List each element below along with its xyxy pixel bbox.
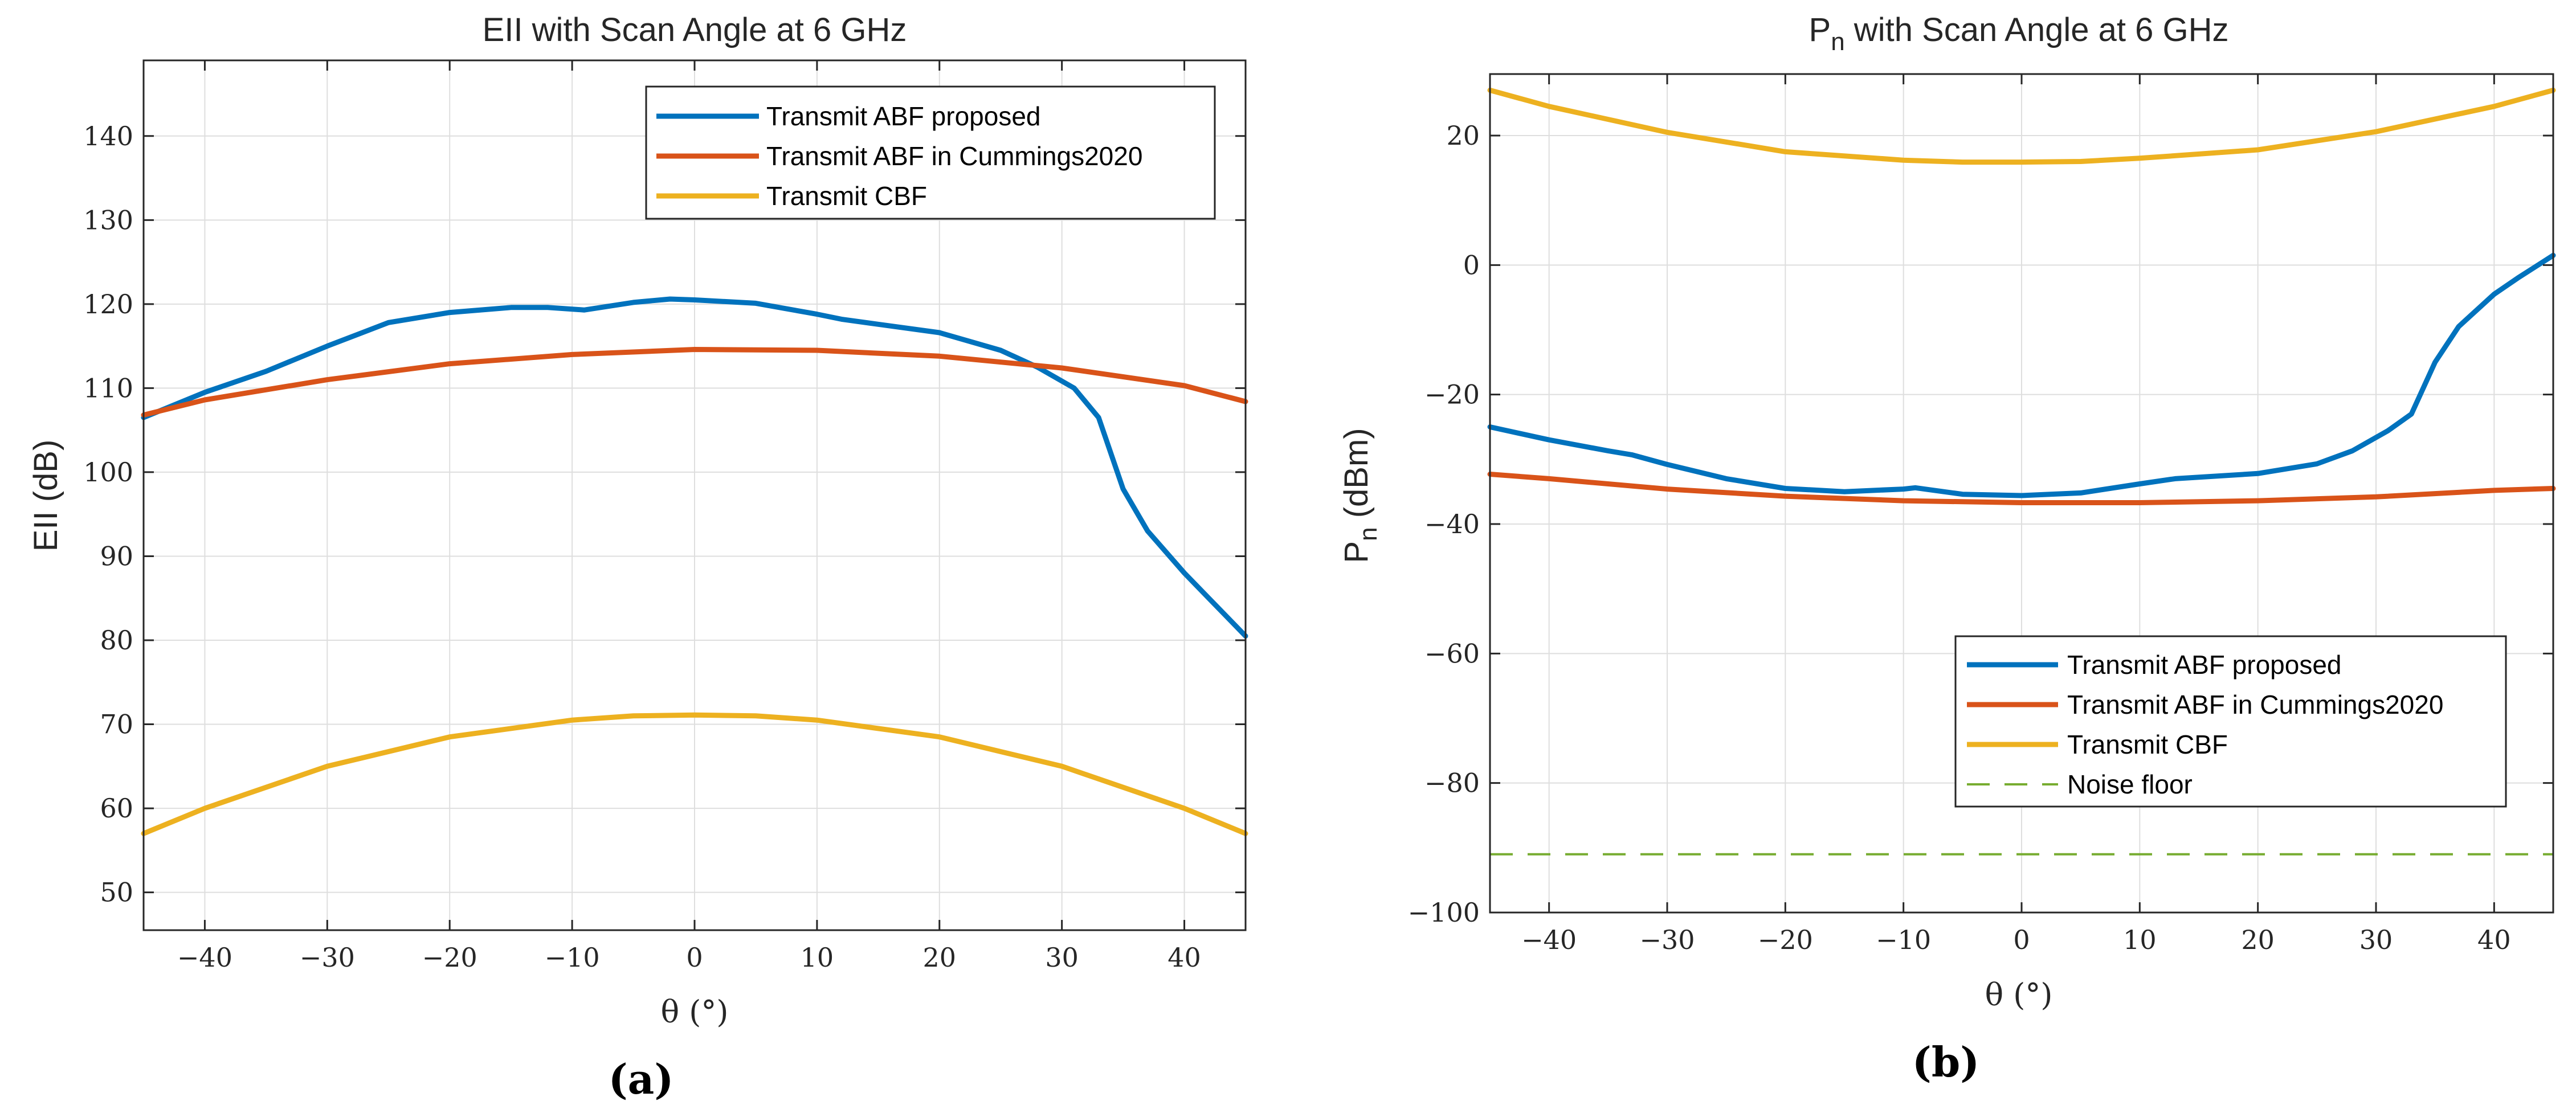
series-a xyxy=(141,296,1248,836)
y-axis-label-b-rest: (dBm) xyxy=(1338,428,1375,527)
x-tick-label: 20 xyxy=(923,942,957,973)
x-tick-label: −40 xyxy=(177,942,232,973)
y-tick-label: −20 xyxy=(1424,379,1480,410)
y-tick-label: −40 xyxy=(1424,509,1480,539)
y-axis-label-a: EII (dB) xyxy=(27,440,64,552)
legend-b: Transmit ABF proposed Transmit ABF in Cum… xyxy=(1954,635,2507,808)
legend-label: Noise floor xyxy=(2067,770,2193,799)
x-tick-label: −40 xyxy=(1521,924,1577,955)
y-tick-label: −60 xyxy=(1424,638,1480,669)
caption-b: (b) xyxy=(1912,1038,1979,1086)
series-b xyxy=(1487,87,2556,856)
y-axis-label-b-subscript: n xyxy=(1354,527,1382,541)
x-tick-label: 40 xyxy=(1167,942,1201,973)
y-tick-label: 50 xyxy=(100,877,133,908)
legend-label: Transmit ABF proposed xyxy=(766,101,1041,131)
series-line-yellow xyxy=(141,712,1248,836)
legend-label: Transmit CBF xyxy=(2067,730,2228,759)
x-tick-label: 20 xyxy=(2241,924,2275,955)
x-tick-label: 30 xyxy=(2359,924,2393,955)
x-tick-label: 10 xyxy=(801,942,834,973)
x-tick-label: 30 xyxy=(1045,942,1079,973)
y-tick-label: 20 xyxy=(1446,120,1480,151)
caption-a: (a) xyxy=(609,1055,674,1103)
y-tick-label: −100 xyxy=(1408,897,1480,928)
series-line-orange xyxy=(1487,472,2556,505)
legend-label: Transmit ABF in Cummings2020 xyxy=(2067,690,2443,719)
y-tick-label: 70 xyxy=(100,709,133,740)
legend-a: Transmit ABF proposed Transmit ABF in Cum… xyxy=(645,85,1216,220)
x-axis-label-b: θ (°) xyxy=(1985,977,2053,1013)
y-tick-label: 90 xyxy=(100,541,133,571)
chart-title-b-rest: with Scan Angle at 6 GHz xyxy=(1845,11,2229,48)
x-tick-label: −20 xyxy=(422,942,477,973)
x-tick-label: −10 xyxy=(545,942,600,973)
series-line-blue xyxy=(1487,252,2556,498)
legend-label: Transmit ABF in Cummings2020 xyxy=(766,141,1142,171)
chart-title-b-main: P xyxy=(1809,11,1831,48)
chart-title-a: EII with Scan Angle at 6 GHz xyxy=(483,11,907,48)
x-tick-label: 0 xyxy=(686,942,703,973)
series-line-blue xyxy=(141,296,1248,639)
y-tick-label: 80 xyxy=(100,625,133,656)
series-line-yellow xyxy=(1487,87,2556,165)
x-tick-label: 40 xyxy=(2477,924,2511,955)
y-tick-label: 60 xyxy=(100,793,133,824)
x-tick-label: −10 xyxy=(1876,924,1931,955)
panel-a: −40 −30 −20 −10 0 10 20 30 40 50 60 70 80 90 100 110 120… xyxy=(27,11,1248,1103)
y-axis-label-b: Pn (dBm) xyxy=(1338,428,1382,563)
legend-label: Transmit CBF xyxy=(766,181,927,211)
y-tick-label: −80 xyxy=(1424,768,1480,799)
legend-box-b xyxy=(1954,635,2507,808)
x-tick-label: 0 xyxy=(2013,924,2030,955)
y-axis-label-b-main: P xyxy=(1338,541,1375,563)
legend-label: Transmit ABF proposed xyxy=(2067,650,2342,680)
ticks-a: −40 −30 −20 −10 0 10 20 30 40 50 60 70 80 90 100 110 120… xyxy=(83,60,1246,973)
x-tick-label: 10 xyxy=(2123,924,2157,955)
y-tick-label: 100 xyxy=(83,457,133,488)
y-tick-label: 120 xyxy=(83,289,133,320)
chart-title-b: Pn with Scan Angle at 6 GHz xyxy=(1809,11,2229,56)
y-tick-label: 130 xyxy=(83,204,133,235)
y-tick-label: 0 xyxy=(1463,249,1480,280)
series-line-orange xyxy=(141,347,1248,418)
y-tick-label: 110 xyxy=(83,373,133,403)
x-tick-label: −30 xyxy=(1639,924,1695,955)
panel-b: −40 −30 −20 −10 0 10 20 30 40−100−80−60−40−20020… xyxy=(1338,11,2556,1086)
x-axis-label-a: θ (°) xyxy=(661,994,729,1030)
x-tick-label: −30 xyxy=(300,942,355,973)
chart-title-b-subscript: n xyxy=(1831,28,1844,56)
y-tick-label: 140 xyxy=(83,121,133,152)
x-tick-label: −20 xyxy=(1758,924,1813,955)
